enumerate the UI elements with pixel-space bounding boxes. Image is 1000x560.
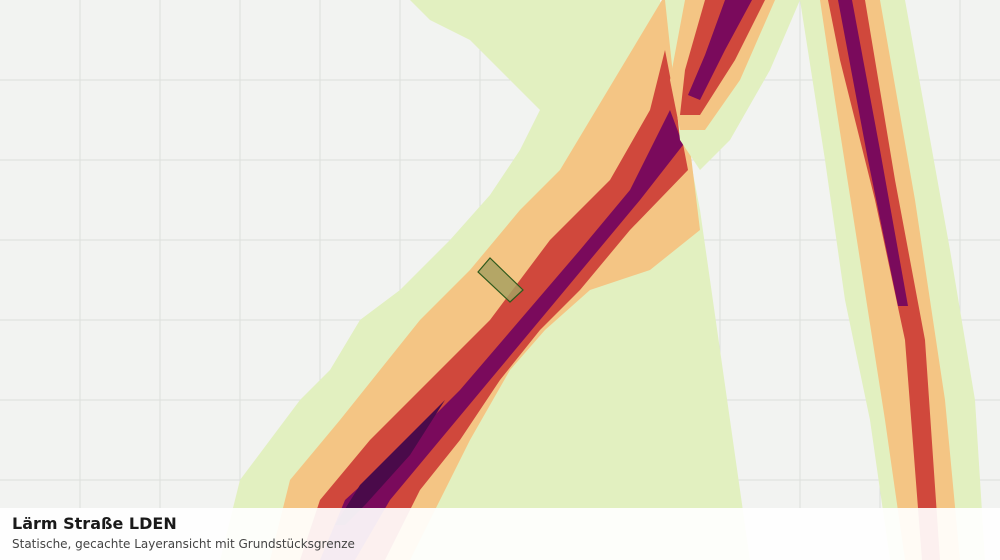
noise-left-road [220,0,750,560]
noise-right-road [800,0,985,560]
map-subtitle: Statische, gecachte Layeransicht mit Gru… [12,537,355,551]
legend-panel: Lärm Straße LDEN Statische, gecachte Lay… [0,508,1000,560]
map-title: Lärm Straße LDEN [12,514,177,533]
parcel-boundary [477,257,524,303]
noise-top-road [665,0,800,170]
